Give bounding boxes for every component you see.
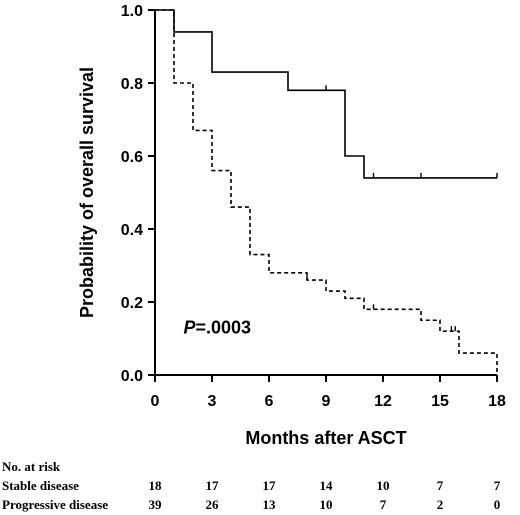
- x-tick-label: 3: [208, 393, 217, 410]
- risk-row-label-progressive-disease: Progressive disease: [2, 497, 108, 512]
- y-tick-label: 0.2: [121, 295, 143, 312]
- y-tick-label: 0.8: [121, 76, 143, 93]
- risk-value-progressive-disease: 13: [263, 497, 277, 512]
- x-tick-label: 18: [488, 393, 506, 410]
- x-tick-label: 12: [374, 393, 392, 410]
- risk-value-progressive-disease: 2: [437, 497, 444, 512]
- risk-value-stable-disease: 17: [263, 478, 277, 493]
- x-tick-label: 9: [322, 393, 331, 410]
- risk-value-stable-disease: 18: [149, 478, 163, 493]
- risk-value-stable-disease: 17: [206, 478, 220, 493]
- risk-value-stable-disease: 14: [320, 478, 334, 493]
- risk-value-progressive-disease: 39: [149, 497, 163, 512]
- p-value-annotation: P=.0003: [184, 318, 252, 338]
- risk-value-progressive-disease: 0: [494, 497, 501, 512]
- risk-value-stable-disease: 10: [377, 478, 390, 493]
- risk-value-stable-disease: 7: [494, 478, 501, 493]
- risk-table-header: No. at risk: [2, 459, 61, 474]
- x-axis-title: Months after ASCT: [245, 428, 406, 448]
- survival-curves: [155, 9, 498, 375]
- y-tick-label: 0.6: [121, 149, 143, 166]
- y-tick-label: 0.4: [121, 222, 143, 239]
- risk-row-label-stable-disease: Stable disease: [2, 478, 79, 493]
- risk-value-stable-disease: 7: [437, 478, 444, 493]
- stable-disease-curve: [155, 9, 497, 179]
- y-tick-label: 1.0: [121, 3, 143, 20]
- risk-value-progressive-disease: 26: [206, 497, 220, 512]
- y-tick-label: 0.0: [121, 368, 143, 385]
- x-tick-label: 15: [431, 393, 449, 410]
- p-value-symbol: P: [184, 318, 197, 338]
- x-tick-label: 0: [151, 393, 160, 410]
- risk-table: No. at risk Stable disease 18 17 17 14 10 7 7 Pr…: [2, 459, 501, 512]
- x-tick-label: 6: [265, 393, 274, 410]
- risk-value-progressive-disease: 10: [320, 497, 333, 512]
- y-axis-title: Probability of overall survival: [77, 67, 97, 318]
- p-value-text: =.0003: [196, 318, 252, 338]
- axes: 0.0 0.2 0.4 0.6 0.8 1.0 0 3 6 9 12 15 18: [121, 3, 506, 410]
- risk-value-progressive-disease: 7: [380, 497, 387, 512]
